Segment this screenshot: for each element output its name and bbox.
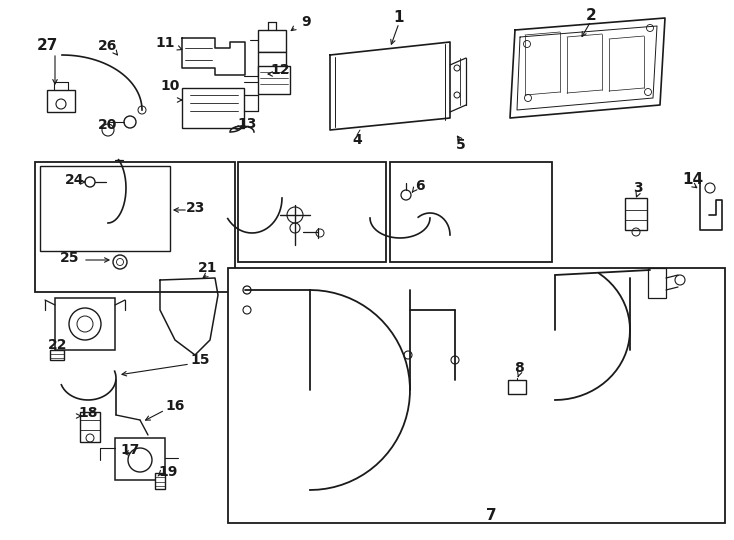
Bar (228, 268, 725, 523)
Text: 22: 22 (48, 338, 68, 352)
Text: 16: 16 (165, 399, 185, 413)
Bar (155, 473, 165, 489)
Text: 27: 27 (36, 37, 58, 52)
Text: 15: 15 (190, 353, 210, 367)
Text: 10: 10 (160, 79, 180, 93)
Bar (238, 162, 386, 262)
Text: 2: 2 (586, 8, 596, 23)
Text: 18: 18 (79, 406, 98, 420)
Bar (625, 198, 647, 230)
Text: 23: 23 (186, 201, 206, 215)
Text: 17: 17 (120, 443, 139, 457)
Text: 19: 19 (159, 465, 178, 479)
Bar (115, 438, 165, 480)
Text: 13: 13 (237, 117, 257, 131)
Text: 7: 7 (486, 509, 496, 523)
Text: 24: 24 (65, 173, 84, 187)
Text: 8: 8 (514, 361, 524, 375)
Bar (40, 166, 170, 251)
Bar (35, 162, 235, 292)
Bar (80, 412, 100, 442)
Bar (258, 30, 286, 52)
Bar (258, 66, 290, 94)
Bar (258, 52, 286, 78)
Text: 5: 5 (456, 138, 466, 152)
Text: 6: 6 (415, 179, 425, 193)
Text: 12: 12 (270, 63, 290, 77)
Text: 26: 26 (98, 39, 117, 53)
Text: 14: 14 (683, 172, 704, 187)
Bar (50, 350, 64, 360)
Bar (390, 162, 552, 262)
Bar (648, 268, 666, 298)
Text: 9: 9 (301, 15, 310, 29)
Bar (182, 88, 244, 128)
Bar (47, 90, 75, 112)
Text: 25: 25 (60, 251, 80, 265)
Bar (508, 380, 526, 394)
Text: 4: 4 (352, 133, 362, 147)
Text: 1: 1 (393, 10, 404, 25)
Text: 20: 20 (98, 118, 117, 132)
Text: 21: 21 (198, 261, 218, 275)
Text: 3: 3 (633, 181, 643, 195)
Bar (55, 298, 115, 350)
Text: 11: 11 (156, 36, 175, 50)
